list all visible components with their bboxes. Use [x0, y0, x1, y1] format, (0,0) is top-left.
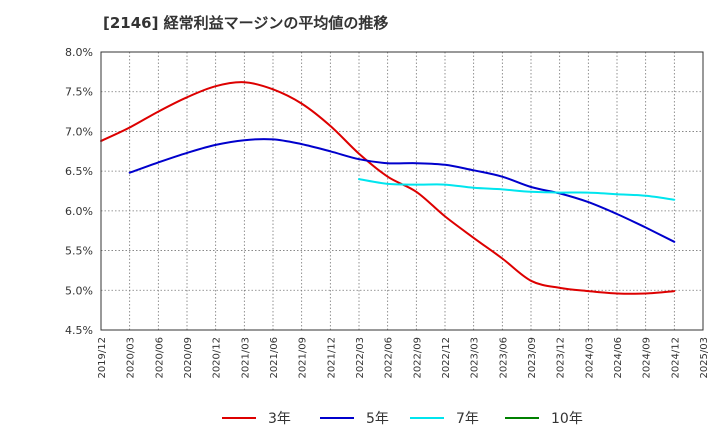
plot-frame: [100, 51, 704, 331]
grid: [101, 52, 703, 330]
series-line-1: [100, 81, 676, 295]
legend-label: 3年: [268, 411, 291, 427]
x-tick-label: 2021/09: [298, 337, 309, 379]
x-tick-label: 2020/06: [154, 337, 165, 379]
y-tick-label: 7.5%: [65, 86, 93, 99]
y-tick-label: 5.5%: [65, 245, 93, 258]
y-tick-label: 4.5%: [65, 324, 93, 337]
legend-item: 5年: [320, 408, 389, 428]
x-tick-label: 2024/09: [642, 337, 653, 379]
x-axis-ticks: 2019/12 2020/03 2020/06 2020/09 2020/12 2021/…: [97, 337, 710, 379]
series-line-2: [128, 138, 676, 243]
series-line-3: [358, 178, 676, 201]
x-tick-label: 2024/03: [584, 337, 595, 379]
x-tick-label: 2020/09: [183, 337, 194, 379]
legend-swatch: [222, 417, 256, 419]
x-tick-label: 2021/06: [269, 337, 280, 379]
x-tick-label: 2023/12: [556, 337, 567, 379]
x-tick-label: 2020/03: [126, 337, 137, 379]
x-tick-label: 2021/03: [240, 337, 251, 379]
legend-swatch: [320, 417, 354, 419]
y-tick-label: 8.0%: [65, 46, 93, 59]
y-tick-label: 6.0%: [65, 205, 93, 218]
x-tick-label: 2022/12: [441, 337, 452, 379]
x-tick-label: 2025/03: [699, 337, 710, 379]
x-tick-label: 2023/06: [498, 337, 509, 379]
x-tick-label: 2022/06: [384, 337, 395, 379]
legend-label: 10年: [551, 411, 583, 427]
x-tick-label: 2021/12: [326, 337, 337, 379]
legend-swatch: [410, 417, 444, 419]
series-lines: [100, 81, 676, 295]
x-tick-label: 2019/12: [97, 337, 108, 379]
legend-item: 7年: [410, 408, 479, 428]
legend-item: 3年: [222, 408, 291, 428]
legend-swatch: [505, 417, 539, 419]
y-axis-ticks: 4.5% 5.0% 5.5% 6.0% 6.5% 7.0% 7.5% 8.0%: [65, 46, 93, 337]
x-tick-label: 2022/03: [355, 337, 366, 379]
legend-label: 7年: [456, 411, 479, 427]
y-tick-label: 5.0%: [65, 284, 93, 297]
x-tick-label: 2022/09: [412, 337, 423, 379]
legend-item: 10年: [505, 408, 583, 428]
y-tick-label: 7.0%: [65, 125, 93, 138]
legend-label: 5年: [366, 411, 389, 427]
x-tick-label: 2020/12: [212, 337, 223, 379]
x-tick-label: 2024/06: [613, 337, 624, 379]
chart-title: [2146] 経常利益マージンの平均値の推移: [103, 14, 389, 32]
x-tick-label: 2024/12: [670, 337, 681, 379]
y-tick-label: 6.5%: [65, 165, 93, 178]
x-tick-label: 2023/03: [470, 337, 481, 379]
x-tick-label: 2023/09: [527, 337, 538, 379]
